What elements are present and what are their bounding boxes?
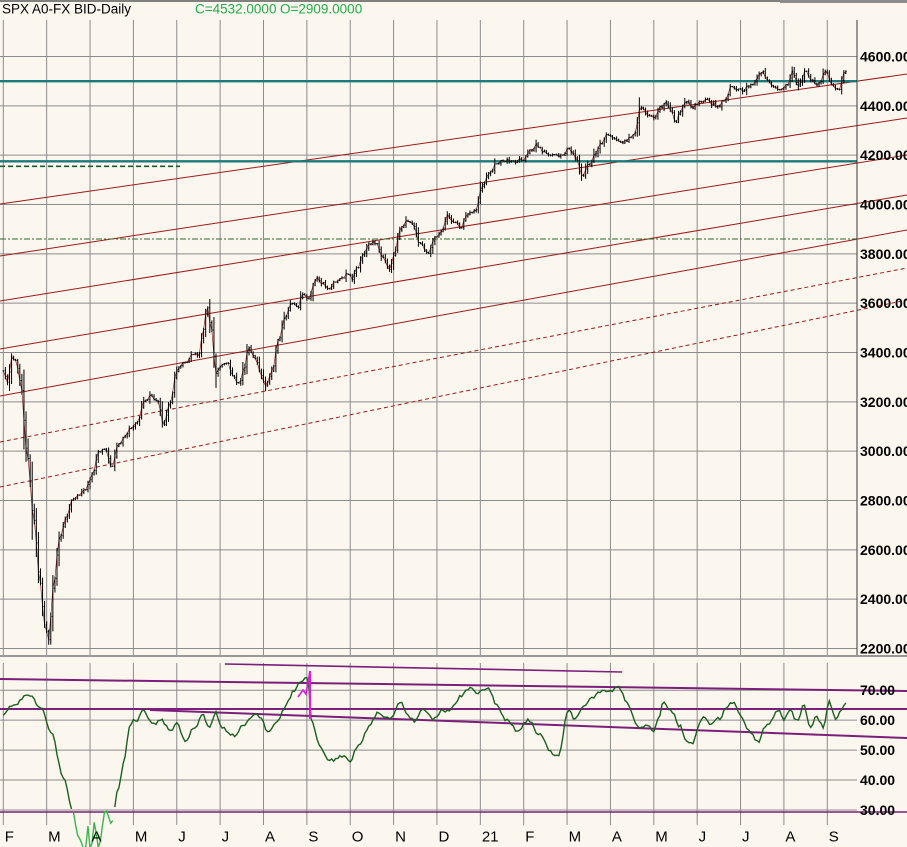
- svg-text:4200.00: 4200.00: [860, 147, 907, 163]
- svg-text:21: 21: [482, 829, 499, 846]
- svg-text:3800.00: 3800.00: [860, 246, 907, 262]
- svg-text:4000.00: 4000.00: [860, 197, 907, 213]
- svg-text:40.00: 40.00: [860, 772, 895, 788]
- svg-text:60.00: 60.00: [860, 712, 895, 728]
- svg-text:2800.00: 2800.00: [860, 493, 907, 509]
- svg-text:2400.00: 2400.00: [860, 591, 907, 607]
- svg-text:50.00: 50.00: [860, 742, 895, 758]
- svg-text:3600.00: 3600.00: [860, 295, 907, 311]
- svg-text:J: J: [742, 829, 750, 846]
- svg-text:J: J: [178, 829, 186, 846]
- svg-text:SPX A0-FX BID-Daily: SPX A0-FX BID-Daily: [2, 2, 131, 17]
- svg-text:2600.00: 2600.00: [860, 542, 907, 558]
- svg-text:C=4532.0000: C=4532.0000: [195, 2, 276, 17]
- svg-text:30.00: 30.00: [860, 802, 895, 818]
- svg-text:J: J: [222, 829, 230, 846]
- svg-text:J: J: [699, 829, 707, 846]
- svg-text:F: F: [5, 829, 14, 846]
- svg-text:4400.00: 4400.00: [860, 98, 907, 114]
- svg-text:S: S: [308, 829, 318, 846]
- svg-text:3400.00: 3400.00: [860, 345, 907, 361]
- svg-text:3000.00: 3000.00: [860, 443, 907, 459]
- svg-text:4600.00: 4600.00: [860, 49, 907, 65]
- svg-text:M: M: [135, 829, 148, 846]
- svg-text:D: D: [438, 829, 449, 846]
- svg-text:N: N: [395, 829, 406, 846]
- svg-text:A: A: [612, 829, 622, 846]
- svg-text:A: A: [92, 829, 102, 846]
- svg-text:O: O: [352, 829, 364, 846]
- svg-text:3200.00: 3200.00: [860, 394, 907, 410]
- svg-text:A: A: [265, 829, 275, 846]
- svg-text:2200.00: 2200.00: [860, 641, 907, 657]
- svg-text:F: F: [525, 829, 534, 846]
- svg-text:S: S: [829, 829, 839, 846]
- svg-text:70.00: 70.00: [860, 682, 895, 698]
- svg-text:A: A: [785, 829, 795, 846]
- svg-text:M: M: [655, 829, 668, 846]
- svg-text:M: M: [569, 829, 582, 846]
- svg-text:O=2909.0000: O=2909.0000: [280, 2, 362, 17]
- svg-text:M: M: [48, 829, 61, 846]
